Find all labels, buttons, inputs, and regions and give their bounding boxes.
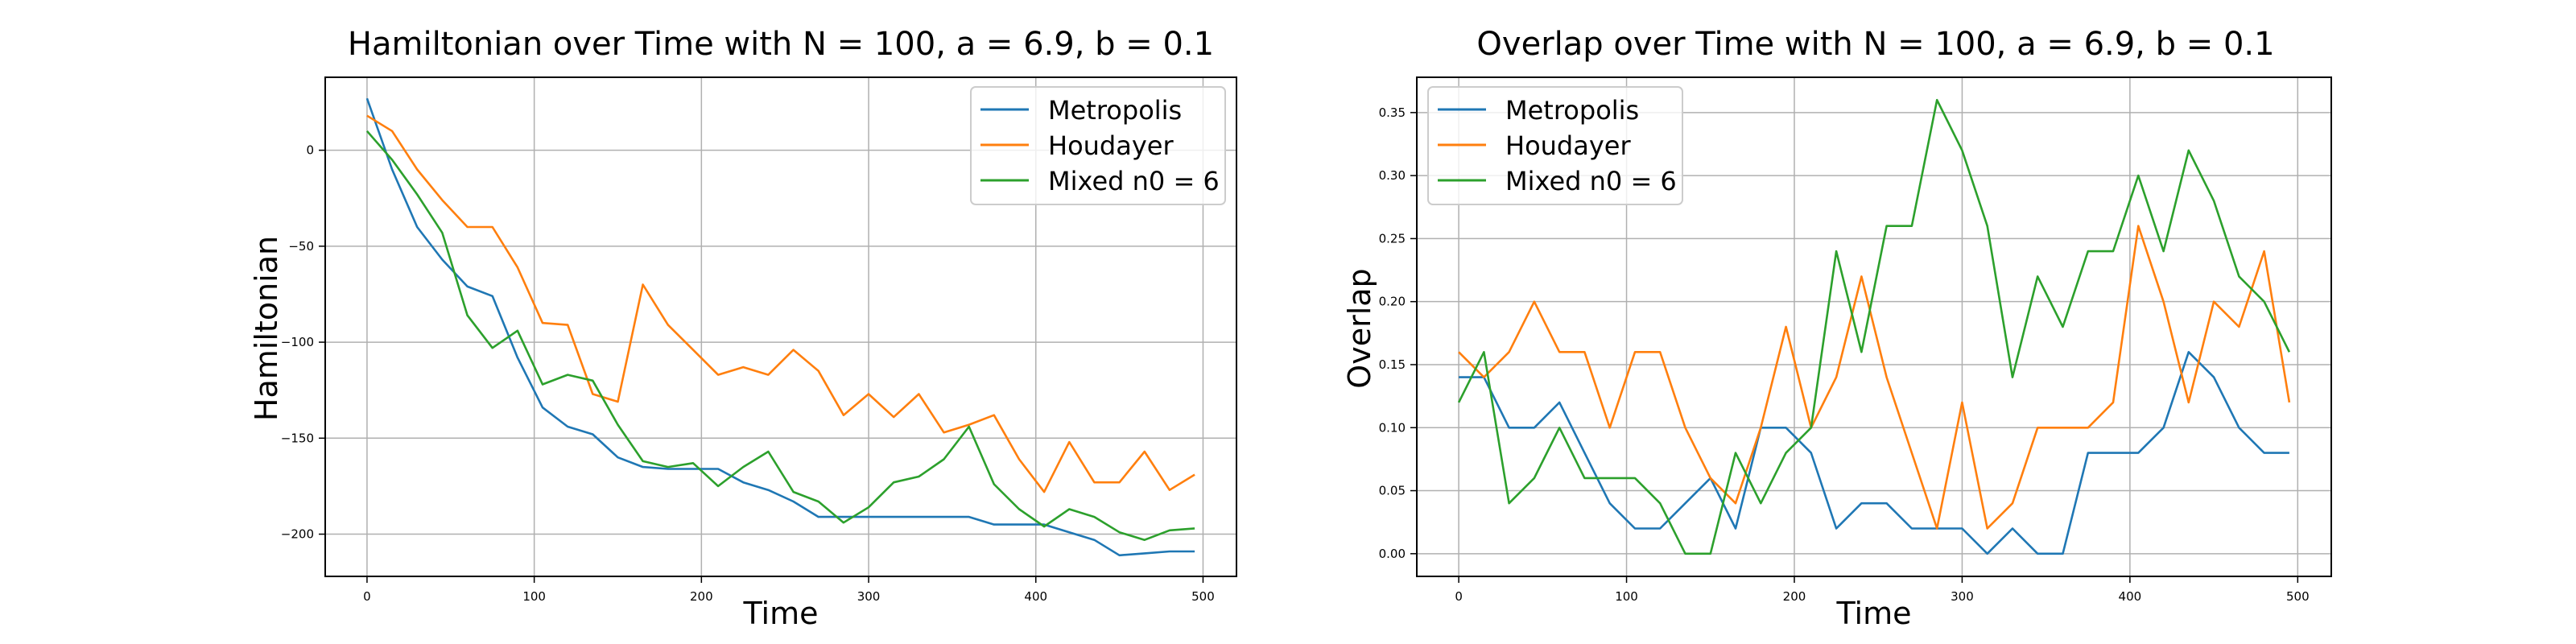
- overlap-series-lines: [1457, 98, 2291, 555]
- hamiltonian-chart-title: Hamiltonian over Time with N = 100, a = …: [348, 26, 1214, 63]
- hamiltonian-series-line-mixed: [365, 130, 1195, 542]
- overlap-y-tick-label: 0.10: [1379, 420, 1406, 435]
- overlap-x-tick-label: 0: [1455, 589, 1463, 604]
- hamiltonian-chart: Hamiltonian over Time with N = 100, a = …: [249, 26, 1237, 631]
- overlap-x-tick-label: 400: [2119, 589, 2142, 604]
- hamiltonian-legend-label-mixed: Mixed n0 = 6: [1048, 166, 1220, 196]
- overlap-x-tick-label: 100: [1615, 589, 1638, 604]
- overlap-legend-label-mixed: Mixed n0 = 6: [1505, 166, 1677, 196]
- hamiltonian-series-line-metropolis: [365, 97, 1195, 557]
- overlap-y-tick-label: 0.25: [1379, 231, 1406, 246]
- overlap-y-tick-label: 0.00: [1379, 547, 1406, 561]
- overlap-series-line-mixed: [1457, 98, 2291, 555]
- overlap-x-tick-label: 200: [1783, 589, 1806, 604]
- hamiltonian-x-tick-label: 0: [363, 589, 371, 604]
- hamiltonian-x-tick-label: 500: [1191, 589, 1215, 604]
- hamiltonian-legend-label-metropolis: Metropolis: [1048, 95, 1182, 126]
- overlap-y-tick-label: 0.30: [1379, 168, 1406, 183]
- overlap-x-tick-label: 300: [1951, 589, 1974, 604]
- overlap-legend-label-houdayer: Houdayer: [1505, 130, 1631, 161]
- hamiltonian-y-tick-label: −200: [281, 527, 314, 542]
- hamiltonian-x-tick-label: 300: [857, 589, 881, 604]
- overlap-legend-box: [1427, 86, 1683, 205]
- overlap-x-tick-label: 500: [2286, 589, 2310, 604]
- hamiltonian-x-ticks: 0 100 200 300 400 500: [363, 576, 1215, 604]
- hamiltonian-y-ticks: 0 −50 −100 −150 −200: [281, 143, 325, 542]
- overlap-legend-label-metropolis: Metropolis: [1505, 95, 1639, 126]
- overlap-y-tick-label: 0.15: [1379, 357, 1406, 372]
- hamiltonian-y-tick-label: 0: [306, 143, 314, 158]
- hamiltonian-plot-frame: [324, 76, 1237, 577]
- overlap-x-ticks: 0 100 200 300 400 500: [1455, 576, 2310, 604]
- overlap-plot-frame: [1416, 76, 2332, 577]
- hamiltonian-y-tick-label: −150: [281, 431, 314, 445]
- hamiltonian-y-axis-label: Hamiltonian: [249, 236, 284, 421]
- hamiltonian-y-tick-label: −100: [281, 335, 314, 349]
- hamiltonian-y-tick-label: −50: [288, 239, 314, 254]
- overlap-y-ticks: 0.00 0.05 0.10 0.15 0.20 0.25 0.30 0.35: [1379, 105, 1417, 561]
- overlap-y-tick-label: 0.35: [1379, 105, 1406, 120]
- hamiltonian-series-lines: [365, 97, 1195, 557]
- overlap-y-tick-label: 0.20: [1379, 295, 1406, 309]
- overlap-y-axis-label: Overlap: [1342, 268, 1377, 388]
- hamiltonian-series-line-houdayer: [366, 114, 1195, 493]
- hamiltonian-x-tick-label: 400: [1024, 589, 1047, 604]
- hamiltonian-x-tick-label: 100: [522, 589, 546, 604]
- hamiltonian-legend: Metropolis Houdayer Mixed n0 = 6: [970, 86, 1226, 205]
- hamiltonian-legend-box: [970, 86, 1226, 205]
- overlap-chart-title: Overlap over Time with N = 100, a = 6.9,…: [1476, 26, 2274, 63]
- overlap-x-axis-label: Time: [1836, 596, 1912, 631]
- overlap-legend: Metropolis Houdayer Mixed n0 = 6: [1427, 86, 1683, 205]
- overlap-y-tick-label: 0.05: [1379, 484, 1406, 498]
- overlap-series-line-houdayer: [1458, 225, 2291, 530]
- hamiltonian-legend-label-houdayer: Houdayer: [1048, 130, 1174, 161]
- hamiltonian-x-tick-label: 200: [690, 589, 713, 604]
- hamiltonian-x-axis-label: Time: [743, 596, 819, 631]
- overlap-chart: Overlap over Time with N = 100, a = 6.9,…: [1342, 26, 2332, 631]
